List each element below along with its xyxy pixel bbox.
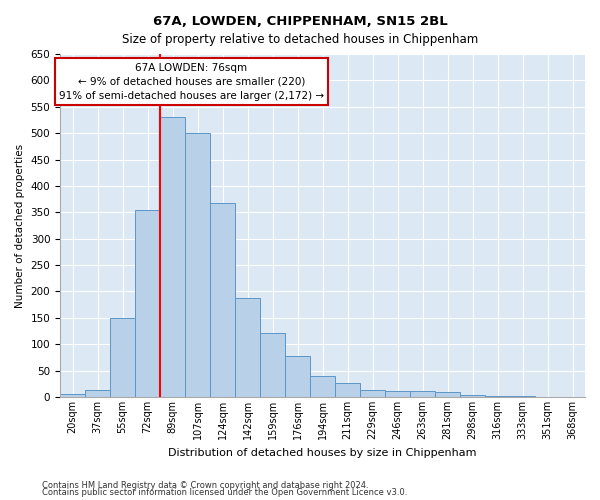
Bar — [510, 396, 535, 397]
Bar — [485, 396, 510, 397]
Text: Contains HM Land Registry data © Crown copyright and database right 2024.: Contains HM Land Registry data © Crown c… — [42, 480, 368, 490]
Bar — [60, 394, 85, 397]
Bar — [210, 203, 235, 397]
Text: 67A LOWDEN: 76sqm
← 9% of detached houses are smaller (220)
91% of semi-detached: 67A LOWDEN: 76sqm ← 9% of detached house… — [59, 62, 324, 100]
Bar — [260, 332, 285, 397]
Bar — [410, 390, 435, 397]
Bar — [185, 133, 210, 397]
Text: Contains public sector information licensed under the Open Government Licence v3: Contains public sector information licen… — [42, 488, 407, 497]
Bar — [110, 318, 135, 397]
Text: 67A, LOWDEN, CHIPPENHAM, SN15 2BL: 67A, LOWDEN, CHIPPENHAM, SN15 2BL — [152, 15, 448, 28]
Bar — [310, 376, 335, 397]
Bar — [160, 118, 185, 397]
Bar — [135, 210, 160, 397]
Bar — [435, 392, 460, 397]
X-axis label: Distribution of detached houses by size in Chippenham: Distribution of detached houses by size … — [168, 448, 477, 458]
Bar — [85, 390, 110, 397]
Bar — [460, 396, 485, 397]
Y-axis label: Number of detached properties: Number of detached properties — [15, 144, 25, 308]
Bar — [385, 390, 410, 397]
Bar — [360, 390, 385, 397]
Bar — [335, 383, 360, 397]
Bar — [235, 298, 260, 397]
Bar — [285, 356, 310, 397]
Text: Size of property relative to detached houses in Chippenham: Size of property relative to detached ho… — [122, 32, 478, 46]
